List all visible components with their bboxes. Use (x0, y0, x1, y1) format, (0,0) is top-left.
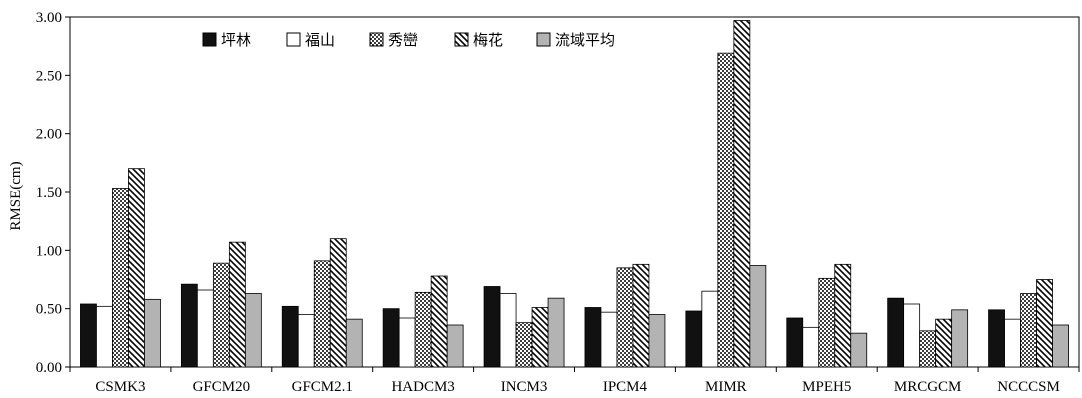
x-category-label: NCCCSM (997, 379, 1060, 395)
bar-1-incm3 (483, 286, 501, 368)
legend-swatch-3 (369, 32, 384, 47)
bar-4-gfcm21 (329, 238, 347, 368)
bar-3-mrcgcm (919, 330, 937, 368)
bar-1-ipcm4 (584, 307, 602, 368)
bar-5-ipcm4 (648, 314, 666, 368)
y-tick-label: 2.50 (36, 68, 62, 84)
bar-5-gfcm20 (244, 293, 262, 368)
bar-5-incm3 (547, 297, 565, 368)
bar-3-gfcm20 (212, 262, 230, 368)
bar-5-mrcgcm (951, 309, 969, 368)
bar-3-mpeh5 (818, 277, 836, 368)
bar-1-gfcm20 (180, 283, 198, 368)
legend-label-2: 福山 (305, 31, 335, 49)
legend-swatch-1 (202, 32, 217, 47)
bar-1-csmk3 (80, 303, 97, 368)
y-tick-label: 0.50 (36, 302, 62, 318)
x-category-label: MRCGCM (894, 379, 962, 395)
bar-1-hadcm3 (382, 308, 400, 368)
bars (80, 20, 1069, 368)
bar-2-incm3 (499, 293, 517, 368)
bar-3-ncccsm (1020, 293, 1037, 368)
bar-2-gfcm21 (297, 314, 315, 368)
bar-2-csmk3 (96, 305, 113, 368)
bar-4-hadcm3 (430, 275, 448, 368)
bar-3-csmk3 (112, 188, 129, 368)
x-category-label: IPCM4 (603, 379, 648, 395)
legend-swatch-2 (286, 32, 301, 47)
x-category-label: MPEH5 (802, 379, 851, 395)
legend: 坪林 福山 秀巒 梅花 流域平均 (202, 31, 615, 49)
y-axis: 0.00 0.50 1.00 1.50 2.00 2.50 3.00 (36, 10, 70, 376)
bar-3-gfcm21 (313, 260, 331, 368)
bar-2-gfcm20 (196, 289, 214, 368)
bar-1-gfcm21 (281, 305, 299, 368)
legend-swatch-5 (536, 32, 551, 47)
bar-5-mpeh5 (850, 332, 868, 368)
bar-1-mrcgcm (887, 297, 905, 368)
y-tick-label: 0.00 (36, 360, 62, 376)
bar-3-ipcm4 (616, 267, 634, 368)
x-category-label: GFCM2.1 (292, 379, 353, 395)
x-category-label: INCM3 (501, 379, 548, 395)
y-axis-label: RMSE(cm) (8, 161, 24, 230)
bar-3-mimr (717, 52, 735, 368)
bar-3-hadcm3 (414, 291, 432, 368)
bar-2-mrcgcm (903, 303, 921, 368)
y-tick-label: 2.00 (36, 127, 62, 143)
legend-label-1: 坪林 (221, 31, 251, 49)
bar-5-mimr (749, 265, 767, 368)
bar-4-mpeh5 (834, 263, 852, 368)
bar-4-mimr (733, 20, 751, 368)
bar-2-mimr (701, 290, 719, 368)
x-category-label: HADCM3 (391, 379, 454, 395)
bar-5-gfcm21 (345, 318, 363, 368)
bar-1-mpeh5 (786, 317, 804, 368)
bar-4-gfcm20 (228, 241, 246, 368)
y-tick-label: 1.50 (36, 185, 62, 201)
y-tick-label: 3.00 (36, 10, 62, 26)
x-category-label: CSMK3 (95, 379, 145, 395)
x-axis: CSMK3 GFCM20 GFCM2.1 HADCM3 INCM3 IPCM4 MIMR MP… (69, 367, 1080, 395)
bar-5-hadcm3 (446, 324, 464, 368)
bar-4-incm3 (531, 307, 549, 368)
bar-4-csmk3 (128, 168, 145, 368)
legend-label-4: 梅花 (473, 31, 503, 49)
bar-5-ncccsm (1052, 324, 1069, 368)
legend-label-5: 流域平均 (555, 31, 615, 49)
x-category-label: GFCM20 (193, 379, 251, 395)
bar-2-ncccsm (1004, 318, 1021, 368)
bar-4-ipcm4 (632, 263, 650, 368)
bar-2-ipcm4 (600, 311, 618, 368)
legend-swatch-4 (454, 32, 469, 47)
bar-1-ncccsm (988, 309, 1005, 368)
bar-4-mrcgcm (935, 318, 953, 368)
bar-1-mimr (685, 310, 703, 368)
bar-5-csmk3 (144, 298, 161, 368)
bar-4-ncccsm (1036, 279, 1053, 368)
bar-2-mpeh5 (802, 326, 820, 368)
bar-2-hadcm3 (398, 317, 416, 368)
x-category-label: MIMR (705, 379, 747, 395)
bar-3-incm3 (515, 322, 533, 368)
legend-label-3: 秀巒 (388, 31, 418, 49)
y-tick-label: 1.00 (36, 243, 62, 259)
